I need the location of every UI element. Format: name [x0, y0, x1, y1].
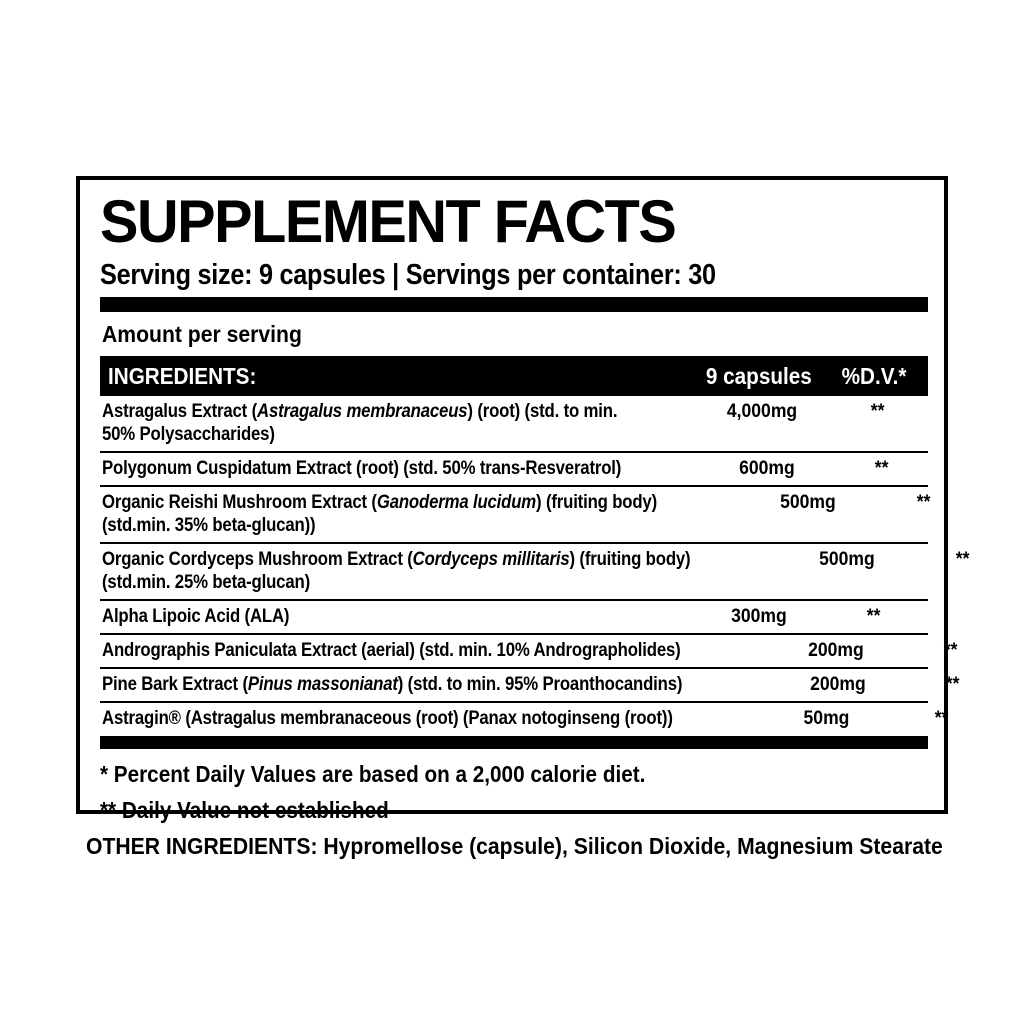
ingredient-name: Astragalus Extract (Astragalus membranac… [102, 400, 618, 445]
panel-title: SUPPLEMENT FACTS [100, 188, 677, 255]
other-ingredients-line: OTHER INGREDIENTS: Hypromellose (capsule… [86, 833, 943, 859]
ingredient-name: Alpha Lipoic Acid (ALA) [102, 605, 290, 627]
ingredient-row: Astragalus Extract (Astragalus membranac… [100, 396, 928, 453]
ingredient-daily-value: ** [945, 673, 960, 695]
ingredient-amount: 300mg [731, 605, 787, 627]
ingredient-daily-value: ** [934, 707, 949, 729]
supplement-facts-panel: SUPPLEMENT FACTS Serving size: 9 capsule… [76, 176, 969, 822]
ingredient-amount: 500mg [819, 548, 876, 570]
column-header-amount: 9 capsules [706, 362, 812, 389]
ingredient-name: Andrographis Paniculata Extract (aerial)… [102, 639, 681, 661]
serving-info-text: Serving size: 9 capsules | Servings per … [100, 259, 716, 291]
ingredient-daily-value: ** [916, 491, 931, 513]
ingredient-name: Organic Reishi Mushroom Extract (Ganoder… [102, 491, 658, 536]
ingredient-amount: 500mg [780, 491, 837, 513]
ingredient-name: Astragin® (Astragalus membranaceous (roo… [102, 707, 673, 729]
ingredient-daily-value: ** [943, 639, 958, 661]
ingredient-daily-value: ** [955, 548, 970, 570]
ingredient-daily-value: ** [870, 400, 885, 422]
footnote-dv-not-established: ** Daily Value not established [100, 797, 389, 823]
ingredient-row: Alpha Lipoic Acid (ALA) 300mg ** [100, 601, 928, 635]
divider-thick-bottom [100, 736, 928, 749]
column-header-ingredients: INGREDIENTS: [108, 362, 257, 389]
ingredient-row: Astragin® (Astragalus membranaceous (roo… [100, 703, 948, 735]
ingredient-row: Organic Cordyceps Mushroom Extract (Cord… [100, 544, 969, 601]
ingredient-amount: 200mg [807, 639, 864, 661]
amount-per-serving-line: Amount per serving [100, 312, 928, 356]
ingredient-daily-value: ** [867, 605, 881, 627]
ingredient-row: Pine Bark Extract (Pinus massonianat) (s… [100, 669, 960, 703]
footnote-percent-dv: * Percent Daily Values are based on a 2,… [100, 761, 646, 787]
ingredient-daily-value: ** [874, 457, 889, 479]
ingredient-row: Andrographis Paniculata Extract (aerial)… [100, 635, 958, 669]
ingredient-amount: 4,000mg [727, 400, 798, 422]
ingredient-row: Polygonum Cuspidatum Extract (root) (std… [100, 453, 928, 487]
divider-thick-top [100, 297, 928, 312]
ingredient-name: Polygonum Cuspidatum Extract (root) (std… [102, 457, 622, 479]
ingredient-amount: 200mg [809, 673, 866, 695]
ingredients-table-body: Astragalus Extract (Astragalus membranac… [100, 396, 969, 735]
ingredient-amount: 600mg [738, 457, 795, 479]
serving-info-line: Serving size: 9 capsules | Servings per … [100, 252, 928, 292]
ingredient-name: Pine Bark Extract (Pinus massonianat) (s… [102, 673, 683, 695]
ingredient-amount: 50mg [803, 707, 850, 729]
ingredient-row: Organic Reishi Mushroom Extract (Ganoder… [100, 487, 930, 544]
column-header-daily-value: %D.V.* [841, 362, 907, 389]
amount-per-serving-label: Amount per serving [102, 321, 302, 347]
ingredient-name: Organic Cordyceps Mushroom Extract (Cord… [102, 548, 691, 593]
table-header-bar: INGREDIENTS: 9 capsules %D.V.* [100, 356, 928, 396]
